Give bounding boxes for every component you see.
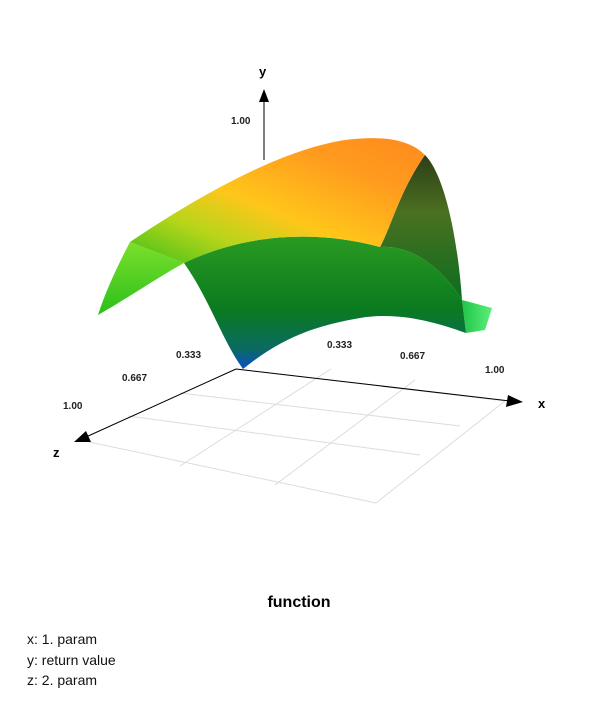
z-axis-line: [85, 368, 237, 438]
grid-line: [274, 379, 416, 486]
surface-right-edge: [462, 300, 492, 333]
grid-line: [79, 439, 377, 504]
y-axis-arrow: [259, 89, 269, 102]
surface-left-cut: [98, 242, 184, 315]
legend-item-z: z: 2. param: [27, 672, 98, 688]
floor-grid: [79, 368, 506, 504]
z-axis-arrow: [74, 431, 91, 442]
surface-plot[interactable]: y x z 1.00 0.333 0.667 1.00 0.333 0.667 …: [0, 0, 598, 560]
z-tick-label: 0.333: [176, 350, 201, 361]
legend-item-x: x: 1. param: [27, 631, 98, 647]
x-tick-label: 1.00: [485, 365, 505, 376]
surface: [98, 138, 492, 369]
x-axis-line: [235, 368, 511, 402]
axis-legend: x: 1. param y: return value z: 2. param: [27, 629, 116, 691]
x-tick-label: 0.667: [400, 351, 425, 362]
x-axis-arrow: [506, 395, 523, 407]
x-tick-label: 0.333: [327, 340, 352, 351]
y-tick-label: 1.00: [231, 116, 251, 127]
z-tick-label: 1.00: [63, 401, 83, 412]
z-axis-name: z: [53, 445, 60, 460]
x-axis-name: x: [538, 396, 546, 411]
surface-back-side: [380, 155, 462, 300]
grid-line: [127, 415, 421, 456]
surface-top-face: [130, 138, 425, 263]
legend-item-y: y: return value: [27, 651, 116, 668]
chart-title: function: [267, 594, 331, 611]
grid-line: [179, 392, 461, 427]
z-tick-label: 0.667: [122, 373, 147, 384]
axes: [74, 89, 523, 442]
grid-line: [375, 400, 506, 504]
surface-front-face: [184, 236, 466, 369]
grid-line: [179, 368, 332, 467]
y-axis-name: y: [259, 64, 267, 79]
